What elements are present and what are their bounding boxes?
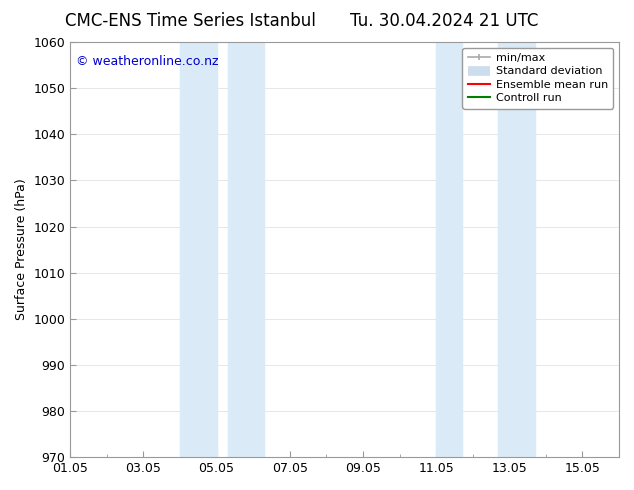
Bar	[180, 42, 217, 457]
Y-axis label: Surface Pressure (hPa): Surface Pressure (hPa)	[15, 179, 28, 320]
Bar	[436, 42, 462, 457]
Bar	[498, 42, 535, 457]
Bar	[228, 42, 264, 457]
Text: Tu. 30.04.2024 21 UTC: Tu. 30.04.2024 21 UTC	[349, 12, 538, 30]
Text: © weatheronline.co.nz: © weatheronline.co.nz	[76, 54, 218, 68]
Text: CMC-ENS Time Series Istanbul: CMC-ENS Time Series Istanbul	[65, 12, 316, 30]
Legend: min/max, Standard deviation, Ensemble mean run, Controll run: min/max, Standard deviation, Ensemble me…	[462, 48, 614, 109]
